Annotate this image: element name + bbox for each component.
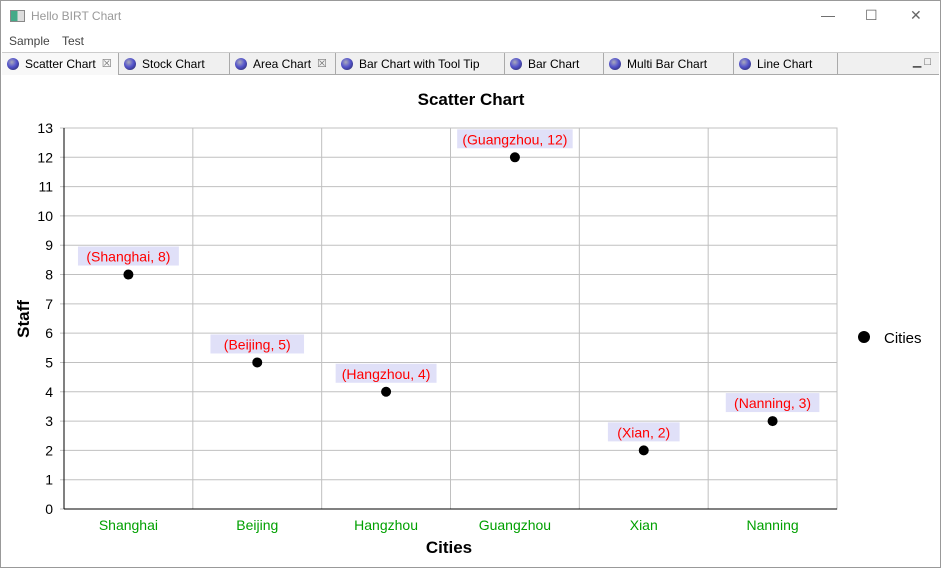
y-tick-label: 11: [38, 179, 53, 195]
y-tick-label: 2: [45, 442, 53, 458]
x-tick-label: Hangzhou: [354, 517, 418, 533]
y-tick-label: 10: [37, 208, 53, 224]
data-label: (Hangzhou, 4): [342, 366, 431, 382]
tab-label: Bar Chart: [528, 57, 580, 71]
minimize-button[interactable]: —: [821, 7, 835, 23]
y-tick-label: 9: [45, 237, 53, 253]
maximize-button[interactable]: ☐: [865, 7, 878, 23]
chart-icon: [609, 58, 621, 70]
y-tick-label: 5: [45, 354, 53, 370]
view-minimize-maximize-icons[interactable]: ▁ □: [912, 56, 931, 68]
data-label: (Shanghai, 8): [86, 249, 170, 265]
chart-icon: [7, 58, 19, 70]
tab-line-chart[interactable]: Line Chart: [734, 53, 838, 75]
x-tick-label: Xian: [630, 517, 658, 533]
tab-close-icon[interactable]: ☒: [317, 58, 327, 70]
x-tick-label: Nanning: [747, 517, 799, 533]
tab-bar-chart[interactable]: Bar Chart: [505, 53, 604, 75]
chart-icon: [235, 58, 247, 70]
menu-sample[interactable]: Sample: [9, 34, 50, 48]
y-tick-label: 0: [45, 501, 53, 517]
data-label-bg: [457, 129, 573, 149]
chart-icon: [510, 58, 522, 70]
tab-label: Line Chart: [757, 57, 813, 71]
tab-bar-chart-with-tool-tip[interactable]: Bar Chart with Tool Tip: [336, 53, 505, 75]
title-bar: Hello BIRT Chart — ☐ ✕: [1, 1, 940, 32]
tab-area-chart[interactable]: Area Chart ☒: [230, 53, 336, 75]
window-title: Hello BIRT Chart: [31, 9, 122, 23]
tab-label: Scatter Chart: [25, 57, 96, 71]
tab-close-icon[interactable]: ☒: [101, 58, 112, 70]
data-label: (Nanning, 3): [734, 395, 811, 411]
chart-title: Scatter Chart: [418, 90, 525, 109]
y-tick-label: 12: [37, 149, 53, 165]
data-point: [252, 357, 263, 368]
menu-test[interactable]: Test: [62, 34, 85, 48]
x-tick-label: Shanghai: [99, 517, 158, 533]
y-tick-label: 3: [45, 413, 53, 429]
y-tick-label: 13: [37, 120, 53, 136]
legend-marker-icon: [858, 331, 870, 343]
tab-label: Multi Bar Chart: [627, 57, 708, 71]
tab-stock-chart[interactable]: Stock Chart: [119, 53, 230, 75]
data-point: [638, 445, 649, 456]
x-tick-label: Beijing: [236, 517, 278, 533]
tab-strip: Scatter Chart ☒ Stock Chart Area Chart ☒ Bar …: [2, 52, 939, 75]
chart-icon: [124, 58, 136, 70]
data-label-bg: [77, 246, 179, 266]
y-tick-label: 8: [45, 267, 53, 283]
tab-scatter-chart[interactable]: Scatter Chart ☒: [2, 53, 119, 75]
data-label-bg: [725, 393, 820, 413]
data-point: [509, 152, 520, 163]
data-label: (Guangzhou, 12): [462, 131, 567, 147]
data-label-bg: [607, 422, 680, 442]
data-point: [381, 386, 392, 397]
data-label: (Beijing, 5): [224, 336, 291, 352]
chart-icon: [739, 58, 751, 70]
y-tick-label: 4: [45, 384, 53, 400]
tab-label: Stock Chart: [142, 57, 205, 71]
data-label-bg: [335, 363, 437, 383]
y-tick-label: 6: [45, 325, 53, 341]
tab-label: Area Chart: [253, 57, 312, 71]
tab-label: Bar Chart with Tool Tip: [359, 57, 480, 71]
chart-icon: [341, 58, 353, 70]
window-icon: [10, 10, 25, 22]
data-point: [123, 269, 134, 280]
close-button[interactable]: ✕: [910, 7, 922, 23]
y-tick-label: 7: [45, 296, 53, 312]
y-axis-title: Staff: [14, 300, 33, 338]
y-tick-label: 1: [45, 472, 53, 488]
x-tick-label: Guangzhou: [479, 517, 551, 533]
data-point: [767, 416, 778, 427]
data-label-bg: [210, 334, 305, 354]
legend-label: Cities: [884, 330, 922, 347]
data-label: (Xian, 2): [617, 424, 670, 440]
x-axis-title: Cities: [426, 538, 472, 557]
tab-multi-bar-chart[interactable]: Multi Bar Chart: [604, 53, 734, 75]
